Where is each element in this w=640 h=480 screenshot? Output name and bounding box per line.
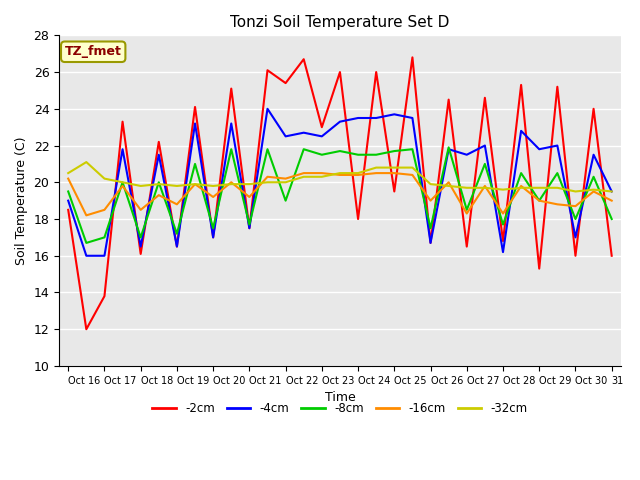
X-axis label: Time: Time (324, 391, 355, 404)
Legend: -2cm, -4cm, -8cm, -16cm, -32cm: -2cm, -4cm, -8cm, -16cm, -32cm (147, 397, 532, 420)
Title: Tonzi Soil Temperature Set D: Tonzi Soil Temperature Set D (230, 15, 450, 30)
Y-axis label: Soil Temperature (C): Soil Temperature (C) (15, 136, 28, 265)
Text: TZ_fmet: TZ_fmet (65, 45, 122, 58)
